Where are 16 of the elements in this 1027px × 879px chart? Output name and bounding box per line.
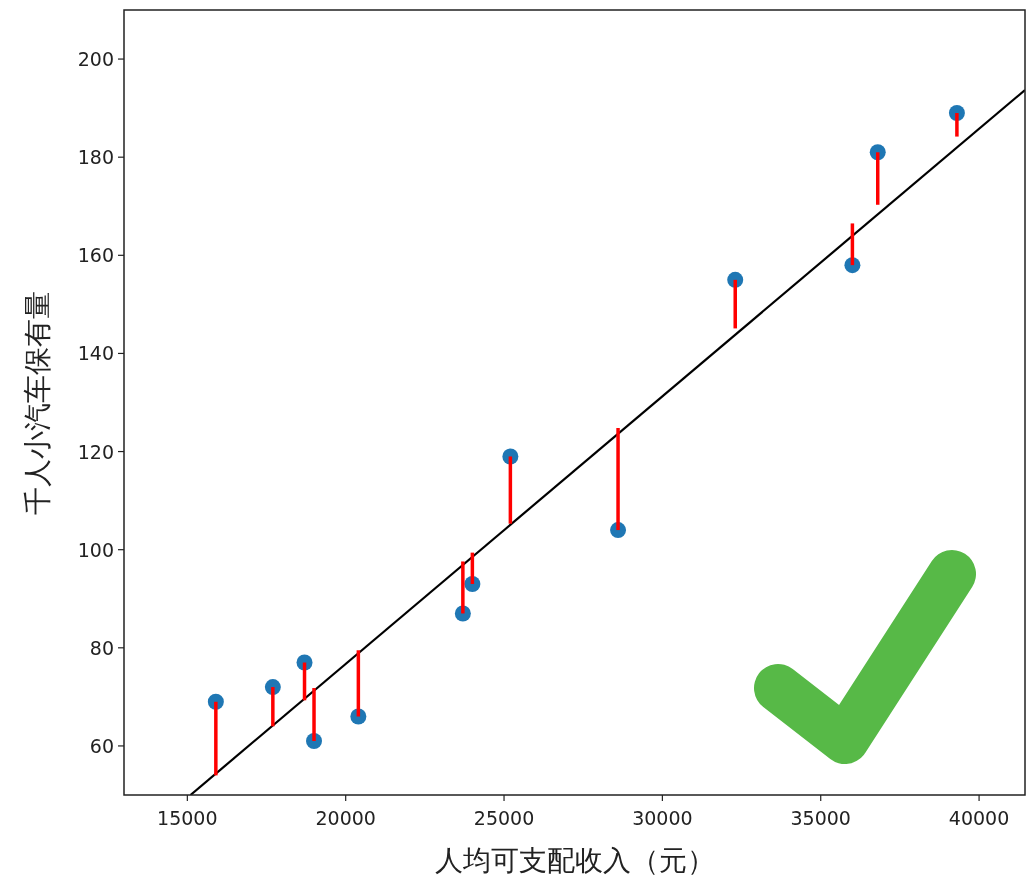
y-tick-label: 180 <box>77 146 114 169</box>
x-tick-label: 20000 <box>315 807 376 829</box>
x-tick-label: 15000 <box>157 807 218 829</box>
y-tick-label: 140 <box>77 342 114 365</box>
x-axis-title: 人均可支配收入（元） <box>434 844 715 877</box>
y-tick-label: 80 <box>89 636 114 659</box>
x-tick-label: 35000 <box>790 807 851 829</box>
y-tick-label: 200 <box>77 48 114 71</box>
y-tick-label: 120 <box>77 440 114 463</box>
x-tick-label: 30000 <box>632 807 693 829</box>
y-tick-label: 60 <box>89 734 114 757</box>
x-tick-label: 40000 <box>948 807 1010 829</box>
y-tick-label: 160 <box>77 244 114 267</box>
y-axis-title: 千人小汽车保有量 <box>21 290 54 515</box>
x-tick-label: 25000 <box>473 807 535 829</box>
y-tick-label: 100 <box>77 538 114 561</box>
